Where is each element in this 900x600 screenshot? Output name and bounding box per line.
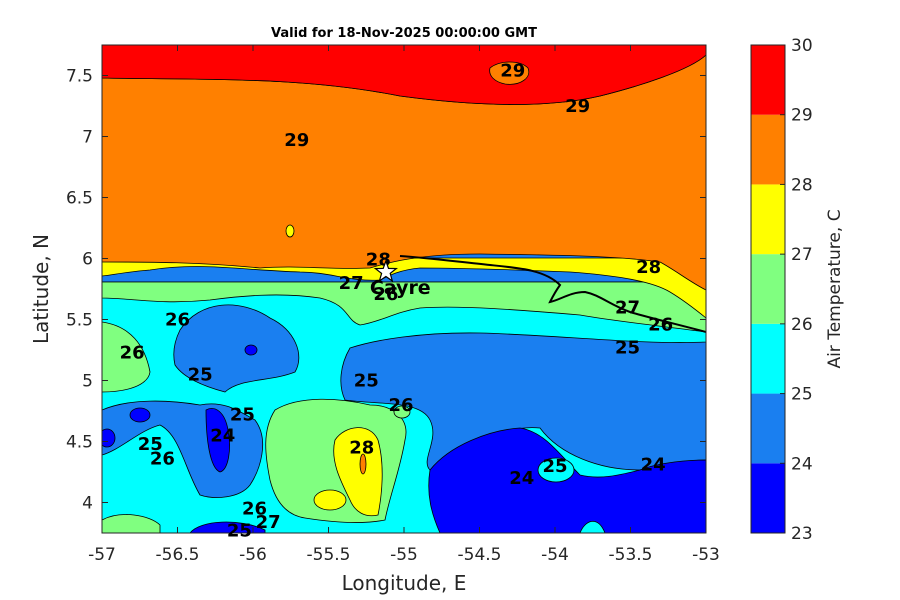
y-tick-label: 4 xyxy=(82,494,93,514)
contour-label: 25 xyxy=(227,521,252,542)
contour-label: 26 xyxy=(165,310,190,331)
band-27-28-lower xyxy=(333,427,383,517)
contour-label: 27 xyxy=(339,273,364,294)
colorbar-frame xyxy=(750,44,786,534)
y-axis: 4 4.5 5 5.5 6 6.5 7 7.5 xyxy=(66,67,706,514)
contour-label: 29 xyxy=(284,130,309,151)
place-layer: Cayre xyxy=(370,259,431,299)
contour-label: 25 xyxy=(188,364,213,385)
band-26-27-small xyxy=(393,405,411,419)
colorbar-segment xyxy=(751,114,785,185)
contour-label: 25 xyxy=(542,456,567,477)
band-24-25-left xyxy=(173,304,300,393)
contour-label: 26 xyxy=(120,342,145,363)
contour-label: 28 xyxy=(636,257,661,278)
colorbar-tick-label: 24 xyxy=(791,454,813,474)
colorbar-segment xyxy=(751,45,785,115)
x-tick-label: -53 xyxy=(692,545,720,565)
x-axis: -57 -56.5 -56 -55.5 -55 -54.5 -54 -53.5 -53 xyxy=(88,45,720,565)
y-tick-label: 4.5 xyxy=(66,433,93,453)
colorbar-tick-label: 29 xyxy=(791,106,813,126)
contour-label: 26 xyxy=(388,395,413,416)
contour-label: 25 xyxy=(138,434,163,455)
band-23-24-dot xyxy=(244,344,258,356)
x-tick-label: -57 xyxy=(88,545,116,565)
chart-title: Valid for 18-Nov-2025 00:00:00 GMT xyxy=(271,26,537,41)
y-tick-label: 5 xyxy=(82,372,93,392)
colorbar-tick-label: 28 xyxy=(791,175,813,195)
contour-fill xyxy=(102,45,706,533)
band-29-30 xyxy=(102,45,706,105)
y-tick-label: 6 xyxy=(82,250,93,270)
band-23-24-bottom xyxy=(189,521,266,533)
colorbar: 23 24 25 26 27 28 29 30 xyxy=(750,36,813,544)
x-axis-label: Longitude, E xyxy=(342,571,467,595)
band-26-27-left xyxy=(102,321,151,393)
x-tick-label: -55 xyxy=(390,545,418,565)
coastline xyxy=(399,255,706,333)
x-tick-label: -54.5 xyxy=(458,545,502,565)
y-tick-label: 7.5 xyxy=(66,67,93,87)
band-27-28-blob xyxy=(313,489,347,511)
y-tick-label: 6.5 xyxy=(66,189,93,209)
contour-label: 27 xyxy=(256,512,281,533)
colorbar-segment xyxy=(751,323,785,394)
band-23-24-edge xyxy=(102,428,116,448)
contour-label: 29 xyxy=(565,96,590,117)
y-tick-label: 7 xyxy=(82,128,93,148)
band-23-24-right xyxy=(428,427,706,533)
band-25-26-pocket xyxy=(537,457,575,483)
x-tick-label: -54 xyxy=(541,545,569,565)
colorbar-tick-label: 23 xyxy=(791,524,813,544)
y-tick-label: 5.5 xyxy=(66,311,93,331)
contour-label: 24 xyxy=(210,425,235,446)
contour-label: 24 xyxy=(509,468,534,489)
colorbar-segment xyxy=(751,254,785,324)
band-23-24-small xyxy=(129,407,151,423)
x-tick-label: -56.5 xyxy=(156,545,200,565)
colorbar-tick-label: 26 xyxy=(791,315,813,335)
place-label: Cayre xyxy=(370,277,431,299)
band-28-29-sliver xyxy=(359,453,367,475)
contour-label: 24 xyxy=(641,455,666,476)
x-tick-label: -53.5 xyxy=(609,545,653,565)
contour-label: 26 xyxy=(373,284,398,305)
band-23-24-left xyxy=(205,408,230,473)
band-27-28 xyxy=(102,257,706,319)
colorbar-segment xyxy=(751,393,785,464)
colorbar-segment xyxy=(751,463,785,533)
x-tick-label: -56 xyxy=(239,545,267,565)
colorbar-segment xyxy=(751,184,785,255)
band-28-29-pocket xyxy=(489,61,530,85)
contour-label: 29 xyxy=(500,61,525,82)
contour-label: 26 xyxy=(648,314,673,335)
x-tick-label: -55.5 xyxy=(307,545,351,565)
colorbar-tick-label: 30 xyxy=(791,36,813,56)
colorbar-label: Air Temperature, C xyxy=(825,209,845,368)
contour-label: 25 xyxy=(230,405,255,426)
contour-label: 26 xyxy=(242,499,267,520)
band-27-28-dot xyxy=(285,224,295,238)
star-icon xyxy=(373,259,398,283)
band-26-27-bottomleft xyxy=(102,514,161,533)
contour-label: 26 xyxy=(150,449,175,470)
contour-label: 25 xyxy=(615,338,640,359)
colorbar-tick-label: 25 xyxy=(791,385,813,405)
colorbar-tick-label: 27 xyxy=(791,245,813,265)
contour-label: 25 xyxy=(354,371,379,392)
contour-label: 28 xyxy=(349,438,374,459)
y-axis-label: Latitude, N xyxy=(29,234,53,344)
contour-label: 27 xyxy=(615,297,640,318)
